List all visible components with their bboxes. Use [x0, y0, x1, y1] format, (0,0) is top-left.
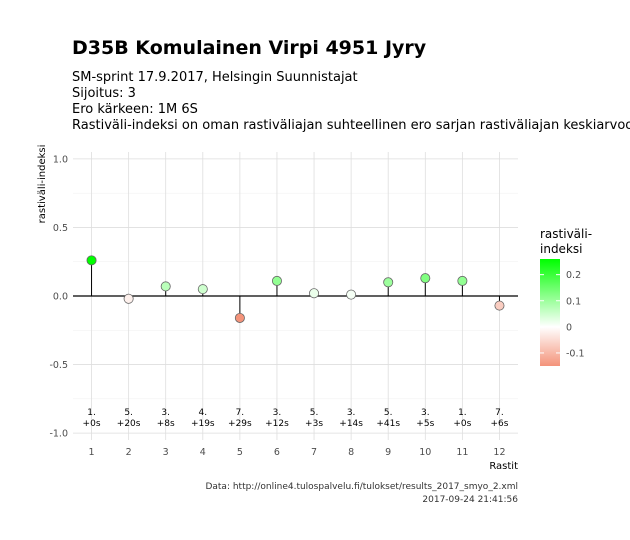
y-tick-label: -1.0	[49, 429, 68, 440]
point-labels: 1.+0s5.+20s3.+8s4.+19s7.+29s3.+12s5.+3s3…	[83, 408, 509, 429]
subtitle-line-2: Sijoitus: 3	[72, 86, 136, 101]
x-tick-label: 8	[348, 447, 354, 458]
x-tick-label: 11	[456, 447, 468, 458]
point-diff-label: +3s	[305, 419, 323, 429]
point-rank-label: 7.	[236, 408, 245, 418]
y-axis-label: rastiväli-indeksi	[37, 145, 48, 224]
point-diff-label: +20s	[117, 419, 141, 429]
point-rank-label: 7.	[495, 408, 504, 418]
point-rank-label: 1.	[458, 408, 467, 418]
x-tick-label: 1	[89, 447, 95, 458]
point-diff-label: +6s	[490, 419, 508, 429]
data-point	[123, 293, 134, 304]
x-tick-label: 10	[419, 447, 431, 458]
point-diff-label: +0s	[83, 419, 101, 429]
point-diff-label: +19s	[191, 419, 215, 429]
data-point	[271, 275, 282, 286]
point-rank-label: 1.	[87, 408, 96, 418]
point-rank-label: 5.	[384, 408, 393, 418]
data-point	[309, 288, 320, 299]
caption-source: Data: http://online4.tulospalvelu.fi/tul…	[205, 482, 518, 492]
x-tick-label: 9	[385, 447, 391, 458]
data-point	[383, 277, 394, 288]
plot-marks	[73, 255, 518, 323]
point-diff-label: +12s	[265, 419, 289, 429]
data-point	[457, 275, 468, 286]
chart-title: D35B Komulainen Virpi 4951 Jyry	[72, 37, 427, 59]
legend-tick-label: 0.1	[566, 296, 581, 307]
caption-timestamp: 2017-09-24 21:41:56	[422, 495, 518, 505]
subtitle-line-4: Rastiväli-indeksi on oman rastiväliajan …	[72, 118, 630, 133]
point-diff-label: +5s	[416, 419, 434, 429]
point-rank-label: 3.	[161, 408, 170, 418]
data-point	[160, 281, 171, 292]
legend-title-line-1: rastiväli-	[540, 227, 592, 241]
y-tick-label: 0.5	[53, 223, 68, 234]
data-point	[420, 273, 431, 284]
color-legend: rastiväli- indeksi 0.2 0.1 0 -0.1	[540, 227, 592, 366]
legend-title-line-2: indeksi	[540, 242, 582, 256]
x-axis-label: Rastit	[489, 461, 518, 472]
point-diff-label: +14s	[339, 419, 363, 429]
plot-axes: -1.0-0.50.00.51.01 2 3 4 5 6 7 8 9 10 11 12	[49, 154, 505, 458]
x-tick-label: 2	[126, 447, 132, 458]
legend-tick-label: 0	[566, 322, 572, 333]
legend-tick-label: 0.2	[566, 270, 581, 281]
data-point	[86, 255, 97, 266]
y-tick-label: -0.5	[49, 360, 68, 371]
x-tick-label: 6	[274, 447, 280, 458]
point-rank-label: 4.	[198, 408, 207, 418]
point-rank-label: 5.	[310, 408, 319, 418]
point-rank-label: 3.	[347, 408, 356, 418]
x-tick-label: 4	[200, 447, 206, 458]
x-tick-label: 7	[311, 447, 317, 458]
data-point	[234, 312, 245, 323]
subtitle-line-1: SM-sprint 17.9.2017, Helsingin Suunnista…	[72, 70, 358, 85]
data-point	[494, 300, 505, 311]
x-tick-label: 12	[493, 447, 505, 458]
point-diff-label: +41s	[376, 419, 400, 429]
point-diff-label: +0s	[453, 419, 471, 429]
subtitle-line-3: Ero kärkeen: 1M 6S	[72, 102, 198, 117]
point-diff-label: +8s	[157, 419, 175, 429]
legend-tick-label: -0.1	[566, 348, 585, 359]
legend-colorbar	[540, 259, 560, 366]
y-tick-label: 0.0	[53, 292, 68, 303]
data-point	[346, 289, 357, 300]
y-tick-label: 1.0	[53, 154, 68, 165]
x-tick-label: 3	[163, 447, 169, 458]
point-rank-label: 5.	[124, 408, 133, 418]
legend-ticks: 0.2 0.1 0 -0.1	[540, 270, 585, 359]
x-tick-label: 5	[237, 447, 243, 458]
point-rank-label: 3.	[421, 408, 430, 418]
point-diff-label: +29s	[228, 419, 252, 429]
data-point	[197, 284, 208, 295]
point-rank-label: 3.	[273, 408, 282, 418]
